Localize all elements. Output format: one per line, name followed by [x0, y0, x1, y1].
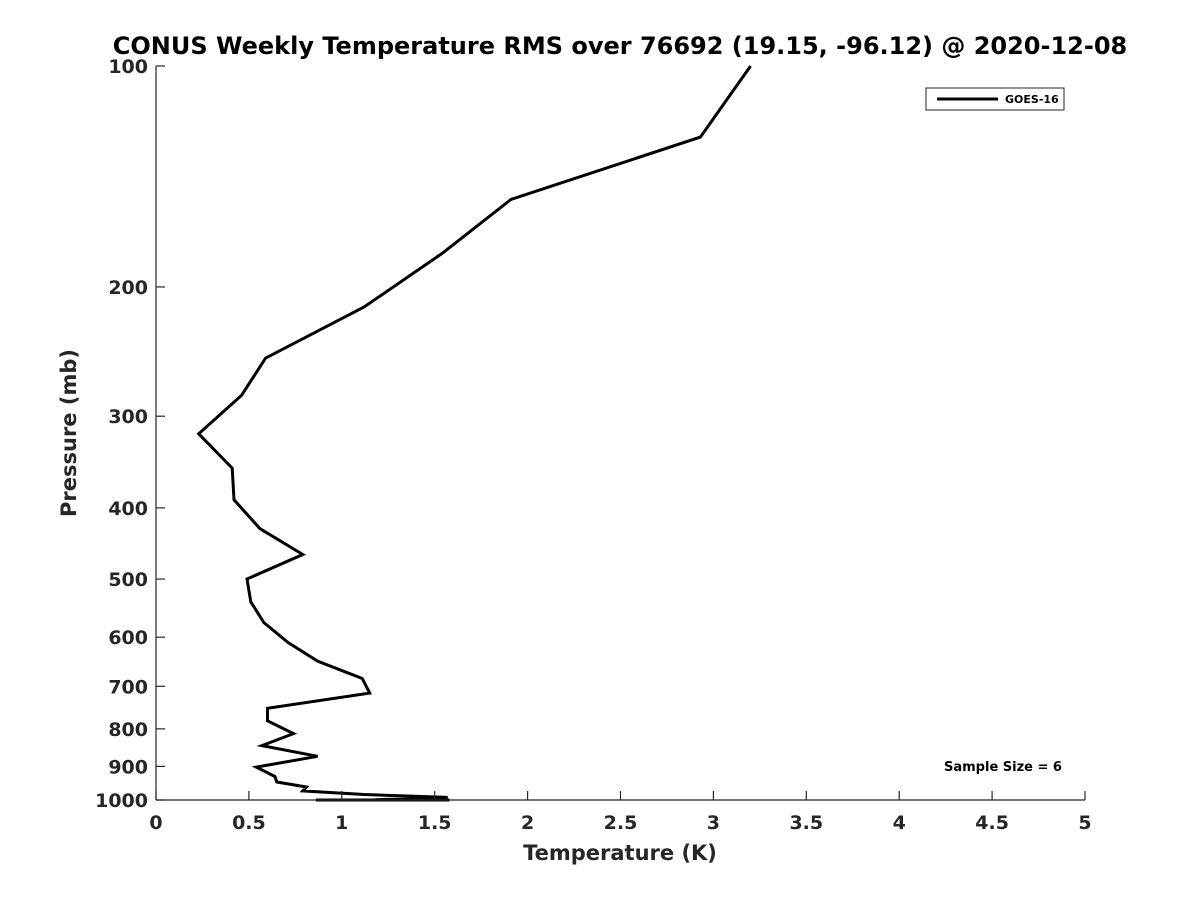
axes-layer: 0 0.5 1 1.5 2 2.5 3 3.5 4 4.5 5 100 200 300 400 500 600 7… [95, 56, 1092, 834]
x-tick-label: 1.5 [418, 812, 452, 834]
legend-label-goes-16: GOES-16 [1005, 93, 1059, 106]
y-tick-label: 800 [108, 719, 148, 741]
legend: GOES-16 [925, 87, 1065, 111]
x-tick-label: 0 [149, 812, 162, 834]
x-tick-label: 4.5 [975, 812, 1009, 834]
chart-title: CONUS Weekly Temperature RMS over 76692 … [113, 32, 1127, 60]
x-tick-label: 5 [1078, 812, 1091, 834]
x-tick-label: 1 [335, 812, 348, 834]
y-tick-label: 600 [108, 627, 148, 649]
x-axis-label: Temperature (K) [523, 841, 717, 865]
y-tick-label: 200 [108, 277, 148, 299]
y-tick-label: 100 [108, 56, 148, 78]
x-tick-label: 2.5 [604, 812, 638, 834]
x-tick-label: 4 [893, 812, 906, 834]
x-tick-label: 0.5 [232, 812, 266, 834]
y-tick-label: 400 [108, 498, 148, 520]
sample-size-annotation: Sample Size = 6 [944, 760, 1062, 775]
y-tick-label: 1000 [95, 790, 148, 812]
x-tick-label: 3.5 [789, 812, 823, 834]
y-tick-label: 300 [108, 406, 148, 428]
y-axis-label: Pressure (mb) [57, 349, 81, 517]
y-tick-label: 900 [108, 756, 148, 778]
plot-area [156, 66, 1085, 800]
x-tick-label: 2 [521, 812, 534, 834]
y-tick-label: 500 [108, 569, 148, 591]
y-tick-label: 700 [108, 676, 148, 698]
x-tick-label: 3 [707, 812, 720, 834]
